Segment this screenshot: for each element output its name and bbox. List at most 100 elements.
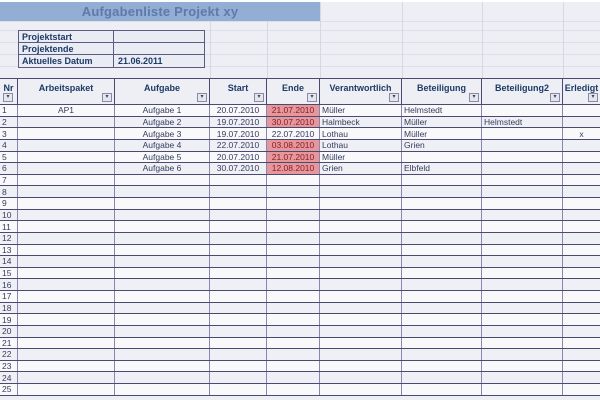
cell-nr[interactable]: 6 <box>0 163 18 174</box>
cell-nr[interactable]: 5 <box>0 151 18 163</box>
cell-ende[interactable] <box>267 372 320 383</box>
cell-aufgabe[interactable]: Aufgabe 1 <box>115 105 210 116</box>
cell-beteiligung[interactable] <box>402 384 482 395</box>
cell-aufgabe[interactable]: Aufgabe 4 <box>115 139 210 151</box>
cell-aufgabe[interactable] <box>115 186 210 197</box>
cell-arbeitspaket[interactable] <box>18 384 115 395</box>
cell-beteiligung[interactable] <box>402 325 482 337</box>
filter-dropdown-icon[interactable]: ▾ <box>389 93 399 102</box>
cell-beteiligung[interactable] <box>402 186 482 197</box>
cell-beteiligung[interactable] <box>402 279 482 290</box>
cell-aufgabe[interactable] <box>115 198 210 209</box>
cell-erledigt[interactable] <box>563 256 600 267</box>
cell-verantwortlich[interactable]: Müller <box>320 151 402 163</box>
cell-ende[interactable] <box>267 174 320 186</box>
cell-start[interactable] <box>210 325 267 337</box>
cell-aufgabe[interactable] <box>115 174 210 186</box>
cell-arbeitspaket[interactable] <box>18 232 115 244</box>
column-header-beteiligung2[interactable]: Beteiligung2 ▾ <box>482 79 563 104</box>
cell-nr[interactable]: 3 <box>0 128 18 139</box>
cell-verantwortlich[interactable] <box>320 372 402 383</box>
cell-beteiligung[interactable] <box>402 151 482 163</box>
cell-beteiligung2[interactable] <box>482 221 563 232</box>
filter-dropdown-icon[interactable]: ▾ <box>550 93 560 102</box>
cell-beteiligung2[interactable] <box>482 186 563 197</box>
cell-verantwortlich[interactable]: Lothau <box>320 128 402 139</box>
cell-erledigt[interactable] <box>563 152 600 163</box>
cell-start[interactable] <box>210 279 267 290</box>
cell-start[interactable] <box>210 337 267 349</box>
cell-ende[interactable]: 12.08.2010 <box>267 163 320 174</box>
cell-aufgabe[interactable] <box>115 291 210 302</box>
cell-ende[interactable] <box>267 349 320 360</box>
cell-verantwortlich[interactable] <box>320 221 402 232</box>
cell-beteiligung[interactable]: Elbfeld <box>402 163 482 174</box>
filter-dropdown-icon[interactable]: ▾ <box>588 93 598 102</box>
cell-start[interactable] <box>210 221 267 232</box>
cell-beteiligung2[interactable] <box>482 291 563 302</box>
cell-erledigt[interactable] <box>563 268 600 279</box>
cell-arbeitspaket[interactable] <box>18 256 115 267</box>
cell-aufgabe[interactable] <box>115 360 210 372</box>
cell-start[interactable]: 30.07.2010 <box>210 163 267 174</box>
cell-aufgabe[interactable] <box>115 384 210 395</box>
cell-ende[interactable] <box>267 337 320 349</box>
cell-arbeitspaket[interactable] <box>18 128 115 139</box>
cell-beteiligung2[interactable] <box>482 360 563 372</box>
column-header-aufgabe[interactable]: Aufgabe ▾ <box>115 79 210 104</box>
cell-erledigt[interactable] <box>563 314 600 325</box>
cell-aufgabe[interactable] <box>115 325 210 337</box>
cell-start[interactable]: 20.07.2010 <box>210 105 267 116</box>
cell-start[interactable] <box>210 186 267 197</box>
cell-aufgabe[interactable] <box>115 221 210 232</box>
cell-aufgabe[interactable] <box>115 314 210 325</box>
cell-ende[interactable] <box>267 256 320 267</box>
cell-arbeitspaket[interactable] <box>18 163 115 174</box>
cell-nr[interactable]: 22 <box>0 349 18 360</box>
cell-arbeitspaket[interactable] <box>18 116 115 128</box>
cell-beteiligung[interactable] <box>402 360 482 372</box>
cell-beteiligung[interactable] <box>402 174 482 186</box>
cell-beteiligung[interactable]: Müller <box>402 128 482 139</box>
cell-ende[interactable]: 30.07.2010 <box>267 116 320 128</box>
cell-erledigt[interactable] <box>563 163 600 174</box>
cell-arbeitspaket[interactable] <box>18 279 115 290</box>
cell-ende[interactable] <box>267 232 320 244</box>
cell-verantwortlich[interactable] <box>320 244 402 256</box>
cell-nr[interactable]: 12 <box>0 232 18 244</box>
cell-beteiligung[interactable] <box>402 314 482 325</box>
cell-beteiligung2[interactable] <box>482 337 563 349</box>
filter-dropdown-icon[interactable]: ▾ <box>102 93 112 102</box>
cell-ende[interactable] <box>267 291 320 302</box>
cell-arbeitspaket[interactable] <box>18 198 115 209</box>
cell-erledigt[interactable] <box>563 349 600 360</box>
cell-nr[interactable]: 17 <box>0 291 18 302</box>
cell-beteiligung[interactable] <box>402 349 482 360</box>
cell-verantwortlich[interactable] <box>320 174 402 186</box>
cell-ende[interactable] <box>267 209 320 221</box>
filter-dropdown-icon[interactable]: ▾ <box>307 93 317 102</box>
cell-nr[interactable]: 11 <box>0 221 18 232</box>
cell-beteiligung[interactable] <box>402 244 482 256</box>
cell-beteiligung2[interactable] <box>482 151 563 163</box>
cell-beteiligung[interactable] <box>402 337 482 349</box>
filter-dropdown-icon[interactable]: ▾ <box>254 93 264 102</box>
cell-start[interactable] <box>210 209 267 221</box>
cell-start[interactable] <box>210 372 267 383</box>
cell-aufgabe[interactable] <box>115 244 210 256</box>
cell-beteiligung[interactable] <box>402 372 482 383</box>
cell-nr[interactable]: 2 <box>0 116 18 128</box>
cell-ende[interactable]: 21.07.2010 <box>267 105 320 116</box>
cell-beteiligung2[interactable] <box>482 256 563 267</box>
cell-start[interactable] <box>210 198 267 209</box>
cell-arbeitspaket[interactable] <box>18 337 115 349</box>
cell-beteiligung2[interactable] <box>482 267 563 279</box>
cell-erledigt[interactable] <box>563 372 600 383</box>
cell-nr[interactable]: 18 <box>0 302 18 314</box>
cell-erledigt[interactable] <box>563 198 600 209</box>
cell-ende[interactable]: 22.07.2010 <box>267 128 320 139</box>
cell-start[interactable] <box>210 256 267 267</box>
cell-aufgabe[interactable] <box>115 209 210 221</box>
cell-aufgabe[interactable] <box>115 256 210 267</box>
cell-ende[interactable] <box>267 314 320 325</box>
